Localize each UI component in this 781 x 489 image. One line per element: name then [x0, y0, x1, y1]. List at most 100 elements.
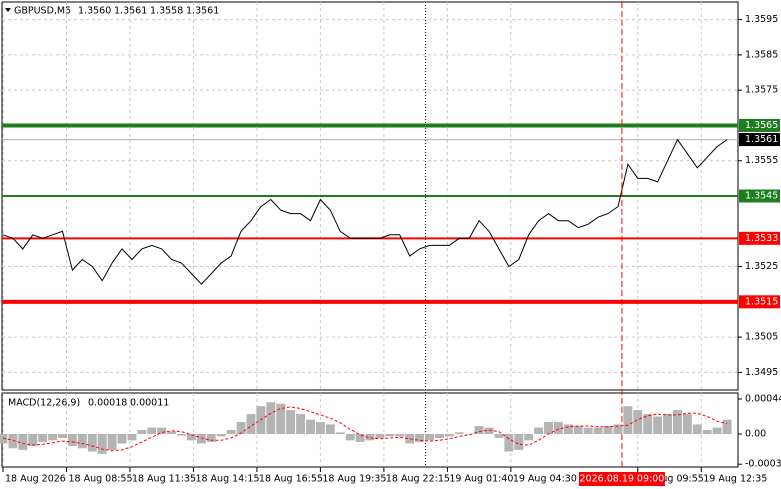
level-label-box: [739, 231, 780, 245]
y-tick-label: 1.3575: [745, 85, 778, 96]
symbol: GBPUSD,M5: [14, 6, 71, 17]
y-tick-label: 1.3555: [745, 155, 778, 166]
macd-bar: [335, 432, 345, 434]
macd-bar: [425, 433, 434, 441]
level-label: 1.3545: [745, 191, 778, 202]
macd-bar: [603, 426, 613, 434]
menu-arrow: [5, 8, 11, 12]
macd-bar: [186, 433, 196, 441]
macd-bar: [67, 433, 77, 446]
macd-bar: [147, 427, 157, 434]
macd-bar: [355, 433, 365, 442]
x-tick-label: 18 Aug 2026: [5, 474, 66, 485]
ohlc-value: 1.3558: [150, 6, 183, 17]
signal-line: [2, 406, 728, 452]
macd-bar: [286, 410, 296, 434]
macd-bar: [673, 410, 682, 434]
macd-bar: [405, 433, 415, 444]
macd-bar: [484, 427, 494, 434]
macd-bar: [196, 433, 206, 444]
macd-bar: [8, 433, 18, 449]
macd-bar: [464, 433, 474, 435]
macd-bar: [514, 433, 524, 450]
macd-bar: [722, 419, 732, 434]
macd-bar: [553, 422, 563, 434]
ohlc-value: 1.3561: [186, 6, 219, 17]
macd-bar: [524, 433, 534, 441]
macd-bar: [236, 422, 246, 434]
macd-bar: [107, 433, 117, 450]
level-label-box: [739, 118, 780, 132]
macd-bar: [504, 433, 514, 452]
y-tick-label: 1.3585: [745, 49, 778, 60]
macd-bar: [663, 414, 673, 434]
macd-bar: [306, 419, 315, 434]
macd-bar: [633, 410, 643, 434]
macd-bar: [315, 422, 325, 434]
macd-bar: [117, 433, 127, 444]
macd-bar: [58, 433, 67, 438]
x-tick-label: 19 Aug 12:35: [703, 474, 767, 485]
y-tick-label: 1.3495: [745, 367, 778, 378]
x-tick-label: 18 Aug 16:55: [259, 474, 323, 485]
macd-readout: 0.00018: [88, 398, 127, 409]
macd-bar: [206, 433, 216, 442]
macd-bar: [177, 433, 186, 436]
macd-bar: [385, 433, 395, 437]
macd-bar: [0, 433, 8, 444]
macd-bar: [77, 433, 87, 449]
y-tick-label: 0.00044: [745, 393, 781, 404]
macd-bar: [593, 427, 603, 434]
macd-bar: [276, 403, 286, 434]
macd-bar: [534, 427, 544, 434]
macd-bar: [216, 433, 226, 437]
level-label-box: [739, 295, 780, 309]
y-tick-label: 1.3595: [745, 14, 778, 25]
y-tick-label: -0.00038: [745, 459, 781, 470]
macd-bar: [325, 424, 335, 434]
macd-bar: [18, 433, 28, 450]
macd-bar: [226, 430, 236, 434]
crosshair-label-box: [578, 472, 665, 486]
macd-bar: [434, 433, 444, 438]
macd-bar: [38, 433, 48, 442]
macd-bar: [544, 422, 553, 434]
ohlc-value: 1.3560: [78, 6, 111, 17]
macd-bar: [613, 424, 623, 434]
macd-bar: [97, 433, 107, 454]
macd-bar: [365, 433, 375, 441]
macd-bar: [623, 406, 633, 434]
macd-bar: [127, 433, 137, 441]
macd-bar: [702, 430, 712, 434]
level-label: 1.3533: [745, 233, 778, 244]
macd-bar: [87, 433, 97, 452]
macd-bar: [157, 427, 167, 434]
macd-bar: [296, 414, 306, 434]
x-tick-label: 19 Aug 01:40: [449, 474, 513, 485]
x-tick-label: 19 Aug 04:30: [513, 474, 577, 485]
y-tick-label: 1.3505: [745, 332, 778, 343]
macd-bar: [444, 433, 454, 437]
macd-bar: [712, 427, 722, 434]
macd-bar: [494, 433, 504, 438]
macd-bar: [563, 424, 573, 434]
macd-title: MACD(12,26,9): [8, 398, 80, 409]
crosshair-label: 2026.08.19 09:00: [580, 474, 665, 485]
macd-bar: [583, 427, 593, 434]
ohlc-value: 1.3561: [114, 6, 147, 17]
macd-bar: [345, 433, 355, 441]
macd-bar: [692, 424, 702, 434]
x-tick-label: 18 Aug 08:55: [68, 474, 132, 485]
macd-bar: [682, 414, 692, 434]
macd-bar: [48, 433, 58, 441]
macd-bar: [375, 433, 385, 438]
macd-panel: [1, 392, 739, 468]
macd-bar: [28, 433, 38, 446]
y-tick-label: 1.3525: [745, 261, 778, 272]
macd-bar: [474, 426, 484, 434]
macd-bar: [395, 433, 405, 437]
level-label: 1.3515: [745, 296, 778, 307]
macd-bar: [167, 431, 177, 434]
macd-bar: [266, 402, 276, 434]
